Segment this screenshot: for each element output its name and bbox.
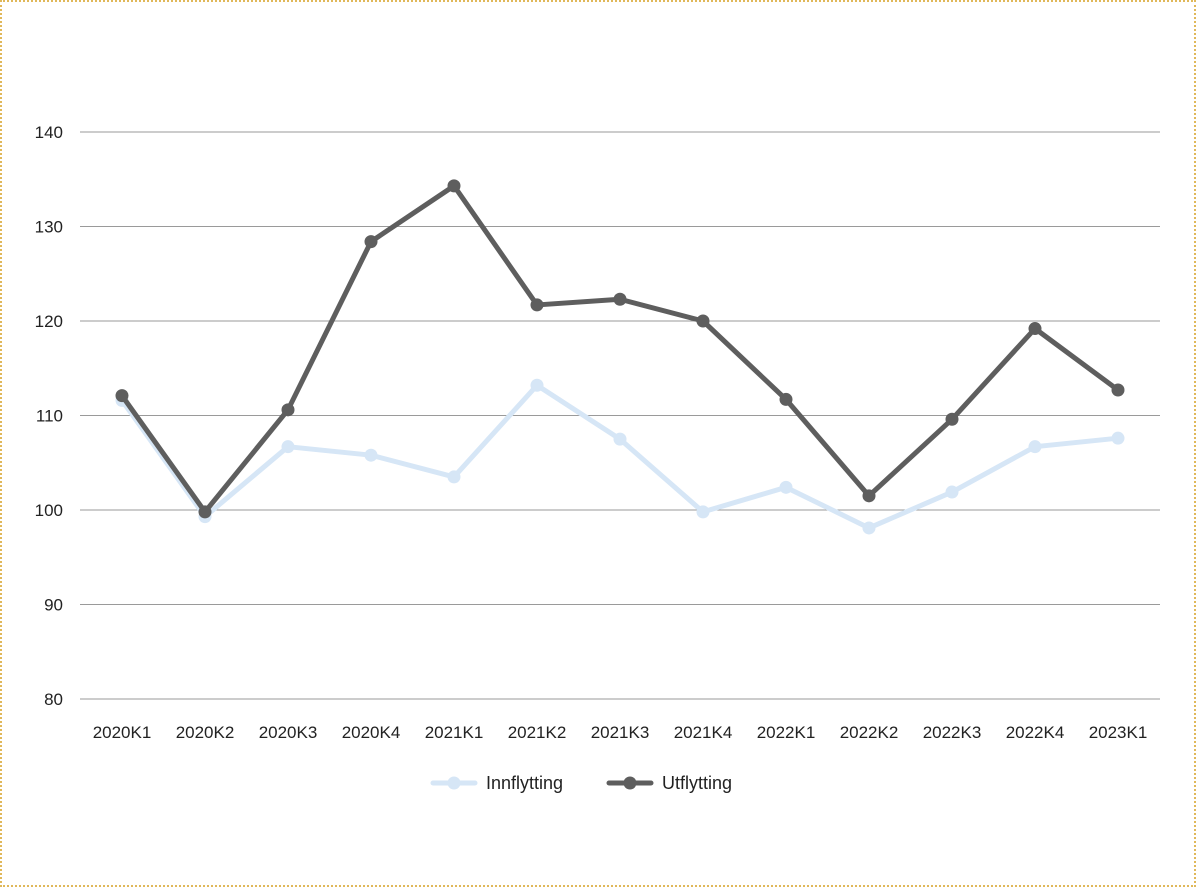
y-tick-label: 80 <box>44 690 63 709</box>
data-point <box>1111 431 1125 445</box>
legend-label: Utflytting <box>662 773 732 793</box>
data-point <box>696 505 710 519</box>
series-innflytting <box>115 378 1125 535</box>
y-tick-label: 120 <box>35 312 63 331</box>
data-point <box>613 292 627 306</box>
x-tick-label: 2021K1 <box>425 723 484 742</box>
data-point <box>696 314 710 328</box>
x-tick-label: 2021K3 <box>591 723 650 742</box>
x-tick-label: 2022K3 <box>923 723 982 742</box>
grid-lines <box>80 131 1160 700</box>
data-point <box>779 392 793 406</box>
legend-item-innflytting: Innflytting <box>430 773 563 793</box>
legend-label: Innflytting <box>486 773 563 793</box>
data-point <box>945 485 959 499</box>
y-tick-label: 90 <box>44 596 63 615</box>
x-axis-tick-labels: 2020K1 2020K2 2020K3 2020K4 2021K1 2021K2 2021… <box>93 723 1148 742</box>
y-axis-tick-labels: 80 90 100 110 120 130 140 <box>35 123 63 709</box>
x-tick-label: 2021K4 <box>674 723 733 742</box>
legend-item-utflytting: Utflytting <box>606 773 732 793</box>
legend-swatch-marker <box>447 776 461 790</box>
series-group <box>115 179 1125 535</box>
data-point <box>115 389 129 403</box>
y-tick-label: 110 <box>36 407 63 426</box>
data-point <box>447 470 461 484</box>
x-tick-label: 2020K2 <box>176 723 235 742</box>
x-tick-label: 2022K4 <box>1006 723 1065 742</box>
y-tick-label: 130 <box>35 218 63 237</box>
x-tick-label: 2020K3 <box>259 723 318 742</box>
data-point <box>198 505 212 519</box>
x-tick-label: 2021K2 <box>508 723 567 742</box>
data-point <box>862 489 876 503</box>
data-point <box>530 378 544 392</box>
data-point <box>613 432 627 446</box>
data-point <box>1028 322 1042 336</box>
x-tick-label: 2022K2 <box>840 723 899 742</box>
y-tick-label: 140 <box>35 123 63 142</box>
legend: Innflytting Utflytting <box>430 773 732 793</box>
x-tick-label: 2020K4 <box>342 723 401 742</box>
series-utflytting <box>115 179 1125 519</box>
x-tick-label: 2023K1 <box>1089 723 1148 742</box>
y-tick-label: 100 <box>35 501 63 520</box>
series-line-innflytting <box>119 382 1121 531</box>
x-tick-label: 2022K1 <box>757 723 816 742</box>
data-point <box>364 448 378 462</box>
data-point <box>1028 440 1042 454</box>
data-point <box>447 179 461 193</box>
data-point <box>779 480 793 494</box>
data-point <box>364 235 378 249</box>
data-point <box>945 412 959 426</box>
data-point <box>281 440 295 454</box>
data-point <box>530 298 544 312</box>
data-point <box>1111 383 1125 397</box>
data-point <box>862 521 876 535</box>
data-point <box>281 403 295 417</box>
legend-swatch-marker <box>623 776 637 790</box>
x-tick-label: 2020K1 <box>93 723 152 742</box>
